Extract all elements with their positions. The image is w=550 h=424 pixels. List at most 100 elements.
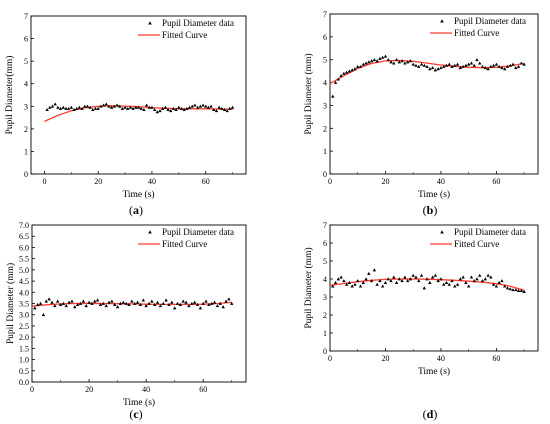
- x-tick-label: 40: [142, 385, 150, 394]
- data-point: [217, 105, 221, 109]
- data-point: [458, 277, 463, 281]
- data-point: [356, 279, 360, 283]
- legend-label-data: Pupil Diameter data: [454, 16, 526, 26]
- data-point: [516, 64, 521, 68]
- panel-caption: (c): [129, 407, 142, 421]
- data-point: [130, 299, 134, 303]
- caption-letter: b: [427, 203, 434, 217]
- data-point: [150, 299, 154, 303]
- y-tick-label: 1: [323, 329, 327, 338]
- data-point: [112, 104, 117, 108]
- data-point: [522, 289, 526, 293]
- data-point: [439, 66, 443, 70]
- data-point: [469, 275, 474, 279]
- data-point: [503, 284, 507, 288]
- data-point: [113, 302, 117, 306]
- data-point: [134, 105, 138, 109]
- data-point: [353, 282, 357, 286]
- data-point: [494, 284, 499, 288]
- data-point: [83, 104, 87, 108]
- data-point: [483, 277, 488, 281]
- data-point: [417, 279, 421, 283]
- data-point: [107, 104, 111, 108]
- data-point: [152, 107, 157, 112]
- data-point: [81, 299, 86, 303]
- x-tick-label: 60: [202, 177, 210, 186]
- data-point: [450, 279, 454, 283]
- data-point: [90, 301, 94, 305]
- data-point: [461, 275, 465, 279]
- legend-marker: [148, 21, 152, 25]
- data-point: [84, 304, 88, 308]
- data-point: [491, 63, 496, 67]
- data-point: [400, 279, 404, 283]
- data-point: [131, 106, 135, 110]
- y-tick-label: 0.5: [19, 367, 29, 376]
- data-point: [101, 301, 106, 305]
- data-point: [350, 68, 354, 72]
- data-point: [66, 106, 71, 110]
- data-point: [107, 300, 111, 304]
- y-axis-label: Pupil Diameter (mm): [303, 247, 314, 328]
- data-point: [136, 105, 141, 109]
- data-point: [350, 284, 354, 288]
- data-point: [458, 66, 463, 70]
- legend-label-fit: Fitted Curve: [162, 30, 207, 40]
- data-point: [392, 61, 396, 65]
- data-point: [361, 280, 365, 284]
- data-point: [64, 106, 68, 110]
- data-point: [110, 299, 114, 303]
- data-point: [405, 279, 410, 283]
- data-point: [214, 109, 219, 113]
- data-point: [152, 302, 157, 306]
- data-point: [164, 298, 168, 302]
- data-point: [170, 300, 174, 304]
- caption-close-paren: ): [433, 407, 437, 421]
- data-point: [522, 62, 526, 66]
- data-point: [139, 106, 143, 110]
- y-tick-label: 3.0: [19, 311, 29, 320]
- data-point: [519, 289, 524, 293]
- data-point: [96, 106, 100, 110]
- data-point: [201, 301, 205, 305]
- data-point: [444, 280, 449, 284]
- data-point: [50, 300, 54, 304]
- y-tick-label: 7: [323, 221, 327, 230]
- data-point: [466, 284, 471, 288]
- data-point: [364, 277, 368, 281]
- data-point: [124, 301, 128, 305]
- panel-caption: (a): [129, 203, 143, 217]
- data-point: [115, 305, 120, 309]
- data-point: [182, 107, 186, 112]
- data-point: [228, 106, 232, 110]
- data-point: [400, 59, 404, 63]
- data-point: [181, 299, 185, 303]
- data-point: [339, 275, 343, 279]
- data-point: [184, 300, 188, 304]
- data-point: [394, 58, 399, 62]
- data-point: [480, 64, 485, 68]
- data-point: [179, 106, 184, 110]
- data-point: [397, 277, 402, 281]
- legend-label-fit: Fitted Curve: [454, 28, 499, 38]
- x-tick-label: 20: [381, 354, 389, 363]
- y-tick-label: 6: [24, 35, 28, 44]
- y-tick-label: 4.5: [19, 277, 29, 286]
- data-point: [425, 277, 429, 281]
- data-point: [375, 282, 379, 286]
- data-point: [336, 277, 341, 281]
- y-tick-label: 5.5: [19, 255, 29, 264]
- data-point: [422, 63, 426, 67]
- y-tick-label: 4: [24, 80, 28, 89]
- data-point: [342, 71, 346, 75]
- data-point: [439, 277, 443, 281]
- fitted-curve: [31, 301, 232, 307]
- x-tick-label: 0: [328, 354, 332, 363]
- data-point: [414, 63, 418, 67]
- data-point: [195, 105, 200, 109]
- legend-label-data: Pupil Diameter data: [162, 227, 234, 237]
- data-point: [389, 279, 393, 283]
- data-point: [408, 59, 413, 63]
- data-point: [455, 62, 460, 66]
- data-point: [61, 105, 65, 109]
